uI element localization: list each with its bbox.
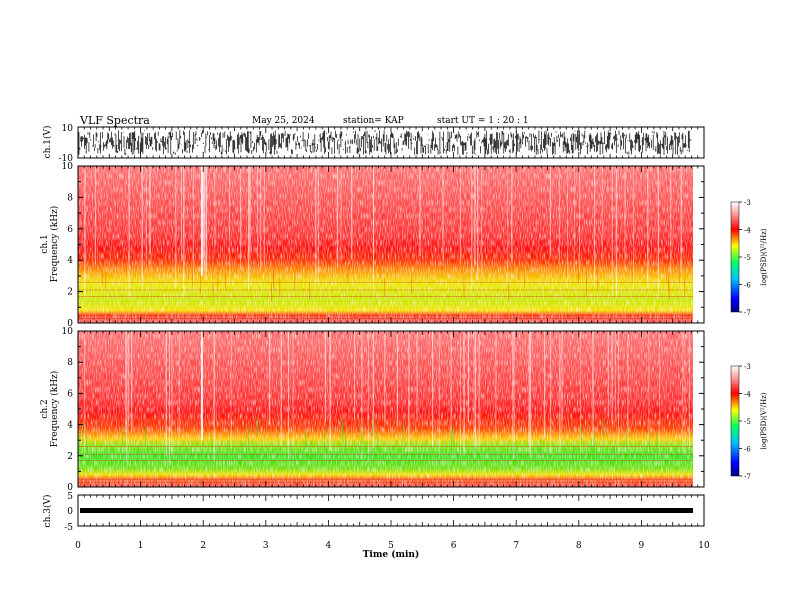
ytick-label: 4: [67, 421, 73, 431]
ch3-ytick-bottom: -5: [64, 523, 73, 533]
ch1-waveform-ylabel: ch.1(V): [42, 126, 53, 159]
ytick-label: 10: [62, 162, 74, 172]
ch3-ytick-top: 5: [67, 492, 73, 502]
ch2-spectrogram-panel: ch.2 Frequency (kHz) 0 2 4 6 8 10: [40, 327, 705, 493]
ytick-label: 10: [62, 327, 74, 337]
colorbar-tick-label: -5: [744, 254, 751, 262]
colorbar-tick-label: -3: [744, 363, 751, 371]
xtick-label: 10: [698, 541, 710, 551]
xtick-label: 3: [263, 541, 269, 551]
xtick-label: 8: [576, 541, 582, 551]
ch1-ytick-bottom: -10: [59, 154, 74, 164]
xtick-label: 6: [451, 541, 457, 551]
ch1-spectrogram-ylabel-line1: ch.1: [40, 234, 50, 253]
xtick-label: 5: [388, 541, 394, 551]
ch1-spectrogram-panel: ch.1 Frequency (kHz) 0 2 4 6 8 10: [40, 162, 705, 329]
colorbar-tick-label: -7: [744, 309, 751, 317]
ch3-waveform-ylabel: ch.3(V): [42, 495, 53, 528]
ch1-ytick-top: 10: [62, 124, 74, 134]
ytick-label: 6: [67, 389, 73, 399]
colorbar-tick-label: -5: [744, 418, 751, 426]
ch2-spectrogram-streaks: [78, 331, 693, 483]
ch2-colorbar-label: log(PSD)(V²/Hz): [760, 392, 768, 449]
ytick-label: 8: [67, 358, 73, 368]
ch3-waveform-trace: [80, 508, 693, 513]
xtick-label: 4: [326, 541, 332, 551]
ch1-spectrogram-grain: [78, 166, 693, 323]
xtick-label: 2: [200, 541, 206, 551]
ch3-ytick-mid: 0: [67, 507, 73, 517]
ytick-label: 8: [67, 193, 73, 203]
ch2-spectrogram-ylabel-line2: Frequency (kHz): [49, 371, 60, 448]
colorbar-tick-label: -6: [744, 446, 751, 454]
ytick-label: 2: [67, 288, 73, 298]
xtick-label: 7: [513, 541, 519, 551]
ch1-waveform-trace: [78, 130, 692, 155]
xtick-label: 9: [639, 541, 645, 551]
ch1-waveform-path: [78, 130, 692, 155]
time-axis-labels: 0 1 2 3 4 5 6 7 8 9 10: [75, 541, 710, 551]
figure-title: VLF Spectra: [79, 114, 150, 127]
ch2-spectrogram-grain: [78, 331, 693, 487]
colorbar-tick-label: -7: [744, 473, 751, 481]
ch1-colorbar-ticks: -3 -4 -5 -6 -7: [739, 199, 751, 317]
colorbar-tick-label: -3: [744, 199, 751, 207]
ch1-spectrogram-ylabel-line2: Frequency (kHz): [49, 206, 60, 283]
ytick-label: 6: [67, 225, 73, 235]
start-time-label: start UT = 1 : 20 : 1: [437, 116, 529, 126]
station-label: station= KAP: [343, 116, 404, 126]
ch2-colorbar-ticks: -3 -4 -5 -6 -7: [739, 363, 751, 481]
ch2-colorbar: -3 -4 -5 -6 -7 log(PSD)(V²/Hz): [730, 363, 768, 481]
ch2-spectrogram-yticks: 0 2 4 6 8 10: [62, 327, 704, 493]
xtick-label: 1: [138, 541, 144, 551]
date-label: May 25, 2024: [252, 116, 315, 126]
ch2-spectrogram-ylabel-line1: ch.2: [40, 399, 50, 418]
ytick-label: 0: [67, 319, 73, 329]
ch3-waveform-panel: ch.3(V) 5 0 -5: [42, 492, 705, 533]
ch1-colorbar-gradient: [730, 201, 740, 313]
colorbar-tick-label: -4: [744, 391, 751, 399]
ch1-colorbar-label: log(PSD)(V²/Hz): [760, 228, 768, 285]
ch2-colorbar-gradient: [730, 365, 740, 477]
time-axis-ticks: [77, 127, 705, 526]
ch1-colorbar: -3 -4 -5 -6 -7 log(PSD)(V²/Hz): [730, 199, 768, 317]
time-axis-title: Time (min): [363, 549, 420, 560]
ytick-label: 4: [67, 256, 73, 266]
colorbar-tick-label: -4: [744, 227, 751, 235]
ytick-label: 0: [67, 483, 73, 493]
ch1-waveform-panel: ch.1(V) 10 -10: [42, 124, 705, 164]
ch1-spectrogram-streaks: [78, 166, 693, 319]
xtick-label: 0: [75, 541, 81, 551]
colorbar-tick-label: -6: [744, 282, 751, 290]
ytick-label: 2: [67, 452, 73, 462]
ch1-spectrogram-yticks: 0 2 4 6 8 10: [62, 162, 704, 329]
